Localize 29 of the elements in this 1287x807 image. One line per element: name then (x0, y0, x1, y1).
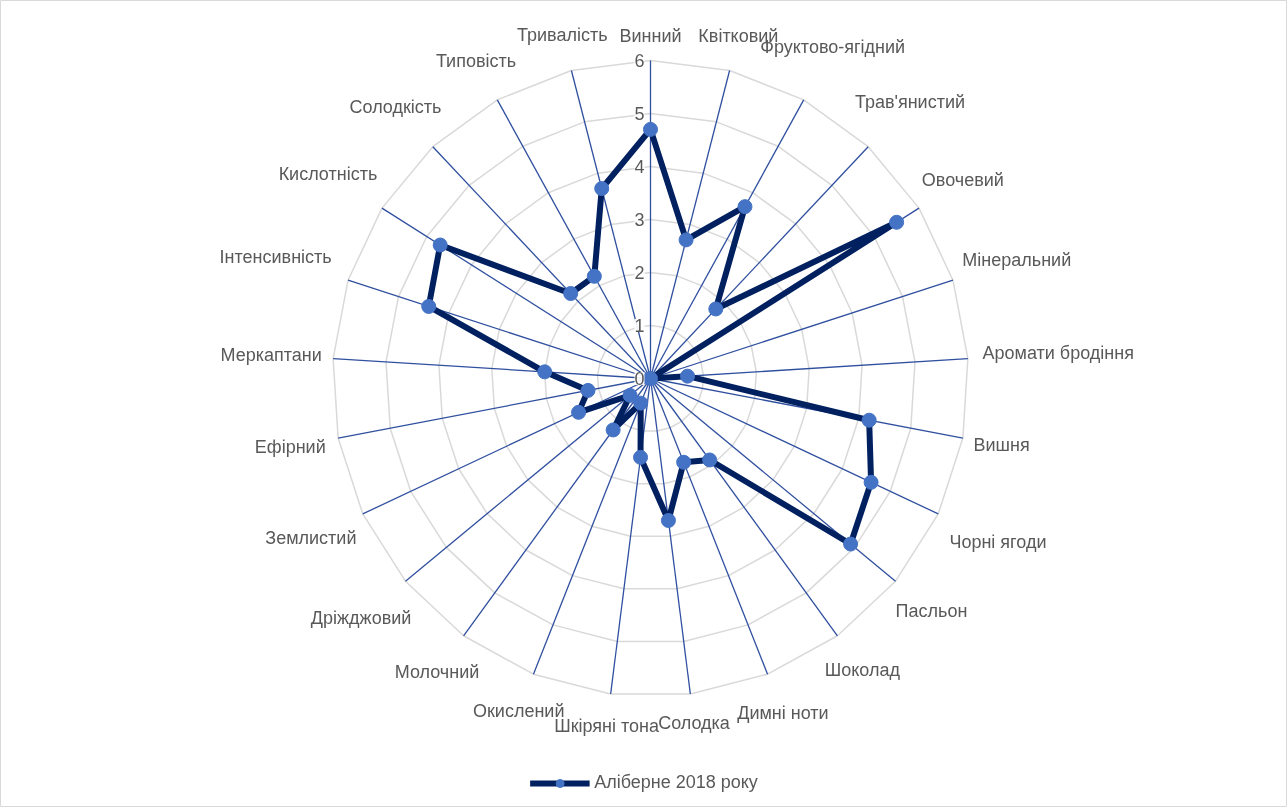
spoke-label: Аромати бродіння (982, 342, 1134, 363)
spoke-label: Дріжджовий (310, 607, 412, 628)
y-tick-label: 4 (634, 157, 645, 177)
y-tick-label: 6 (634, 51, 645, 71)
spoke-label: Тривалість (517, 25, 608, 46)
y-tick-label: 2 (634, 263, 645, 283)
y-tick-label: 1 (634, 316, 645, 336)
spoke-label: Ефірний (254, 437, 326, 458)
spoke-label: Вишня (973, 435, 1030, 456)
spoke-label: Землистий (265, 528, 357, 549)
spoke-label: Мінеральний (962, 249, 1072, 270)
spoke-label: Інтенсивність (219, 246, 332, 267)
spoke-label: Трав'янистий (854, 92, 966, 113)
spoke-label: Молочний (394, 662, 480, 683)
y-tick-label: 0 (634, 369, 645, 389)
spoke-label: Солодкість (349, 96, 442, 117)
spoke-label: Шоколад (824, 660, 901, 681)
spoke-label: Кислотність (278, 163, 378, 184)
spoke-label: Чорні ягоди (949, 531, 1047, 552)
spoke-label: Винний (619, 25, 682, 46)
spoke-label: Димні ноти (737, 702, 829, 723)
legend-label: Аліберне 2018 року (594, 772, 758, 793)
spoke-label: Типовість (435, 51, 517, 72)
spoke-label: Меркаптани (220, 344, 322, 365)
y-tick-label: 3 (634, 210, 645, 230)
spoke-label: Пасльон (895, 600, 968, 621)
spoke-label: Овочевий (921, 170, 1004, 191)
spoke-label: Солодка (658, 712, 731, 733)
y-tick-label: 5 (634, 104, 645, 124)
